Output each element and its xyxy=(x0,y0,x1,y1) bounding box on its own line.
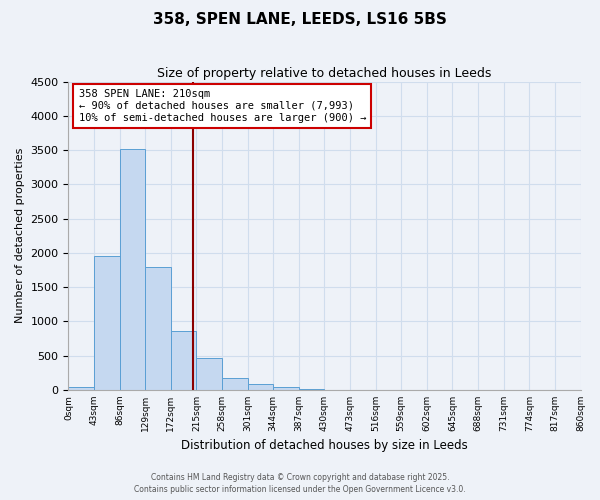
Title: Size of property relative to detached houses in Leeds: Size of property relative to detached ho… xyxy=(157,68,491,80)
Bar xyxy=(299,389,325,390)
Text: 358 SPEN LANE: 210sqm
← 90% of detached houses are smaller (7,993)
10% of semi-d: 358 SPEN LANE: 210sqm ← 90% of detached … xyxy=(79,90,366,122)
Bar xyxy=(119,150,145,390)
Bar xyxy=(273,386,299,390)
Text: 358, SPEN LANE, LEEDS, LS16 5BS: 358, SPEN LANE, LEEDS, LS16 5BS xyxy=(153,12,447,28)
Bar xyxy=(248,384,273,390)
Text: Contains HM Land Registry data © Crown copyright and database right 2025.
Contai: Contains HM Land Registry data © Crown c… xyxy=(134,473,466,494)
Bar xyxy=(196,358,222,390)
Bar xyxy=(171,331,196,390)
Y-axis label: Number of detached properties: Number of detached properties xyxy=(15,148,25,324)
Bar xyxy=(145,266,171,390)
Bar xyxy=(68,387,94,390)
X-axis label: Distribution of detached houses by size in Leeds: Distribution of detached houses by size … xyxy=(181,440,468,452)
Bar xyxy=(94,256,119,390)
Bar xyxy=(222,378,248,390)
